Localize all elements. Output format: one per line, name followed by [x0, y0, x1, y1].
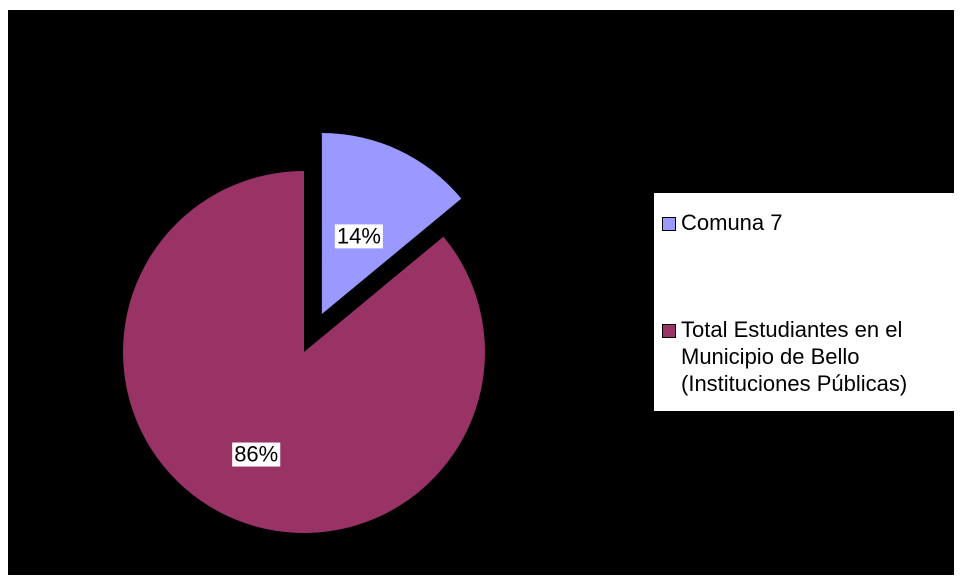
pie-slice-1 [321, 132, 462, 314]
data-label-bg-1 [334, 224, 383, 249]
pie-chart: 14% 86% [123, 132, 486, 533]
legend-swatch-comuna-7 [662, 217, 676, 231]
legend: Comuna 7 Total Estudiantes en el Municip… [654, 193, 954, 411]
data-label-text-2: 86% [234, 442, 278, 467]
chart-area: 14% 86% Comuna 7 Total Estudiantes en el … [8, 10, 954, 575]
legend-entry-comuna-7: Comuna 7 [662, 209, 783, 236]
data-label-text-1: 14% [337, 223, 381, 248]
pie-slice-2 [123, 171, 486, 533]
data-label-2: 86% [232, 442, 281, 467]
legend-swatch-total-estudiantes [662, 324, 676, 338]
legend-label-comuna-7: Comuna 7 [681, 210, 783, 235]
legend-entry-total-estudiantes: Total Estudiantes en el Municipio de Bel… [662, 316, 907, 397]
legend-label-total-estudiantes: Total Estudiantes en el Municipio de Bel… [681, 317, 908, 396]
data-label-1: 14% [334, 223, 383, 249]
data-label-bg-2 [232, 442, 281, 467]
